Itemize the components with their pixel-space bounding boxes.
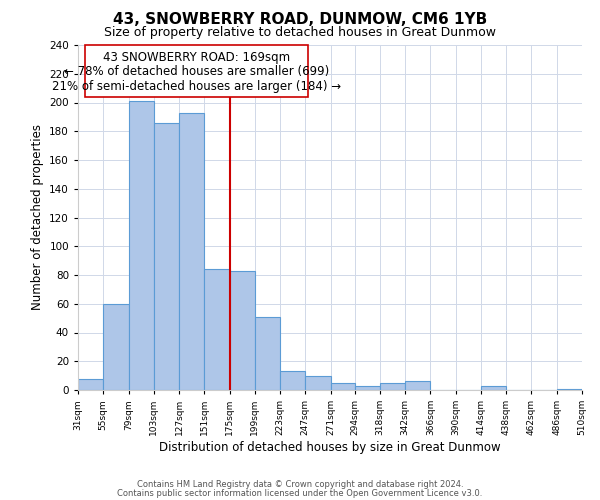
- Text: 21% of semi-detached houses are larger (184) →: 21% of semi-detached houses are larger (…: [52, 80, 341, 93]
- Bar: [103, 304, 128, 390]
- Bar: [154, 122, 179, 390]
- Text: ← 78% of detached houses are smaller (699): ← 78% of detached houses are smaller (69…: [64, 66, 329, 78]
- Bar: [405, 382, 430, 390]
- Text: 43, SNOWBERRY ROAD, DUNMOW, CM6 1YB: 43, SNOWBERRY ROAD, DUNMOW, CM6 1YB: [113, 12, 487, 28]
- Bar: [204, 269, 230, 390]
- Bar: [280, 372, 305, 390]
- Bar: [128, 101, 154, 390]
- Bar: [230, 270, 255, 390]
- Text: Size of property relative to detached houses in Great Dunmow: Size of property relative to detached ho…: [104, 26, 496, 39]
- Text: Contains HM Land Registry data © Crown copyright and database right 2024.: Contains HM Land Registry data © Crown c…: [137, 480, 463, 489]
- Bar: [380, 383, 405, 390]
- X-axis label: Distribution of detached houses by size in Great Dunmow: Distribution of detached houses by size …: [159, 441, 501, 454]
- Bar: [255, 316, 280, 390]
- Bar: [78, 378, 103, 390]
- Bar: [179, 112, 204, 390]
- Bar: [331, 383, 355, 390]
- Bar: [85, 45, 308, 97]
- Bar: [355, 386, 380, 390]
- Text: 43 SNOWBERRY ROAD: 169sqm: 43 SNOWBERRY ROAD: 169sqm: [103, 52, 290, 64]
- Y-axis label: Number of detached properties: Number of detached properties: [31, 124, 44, 310]
- Text: Contains public sector information licensed under the Open Government Licence v3: Contains public sector information licen…: [118, 489, 482, 498]
- Bar: [481, 386, 506, 390]
- Bar: [557, 388, 582, 390]
- Bar: [305, 376, 331, 390]
